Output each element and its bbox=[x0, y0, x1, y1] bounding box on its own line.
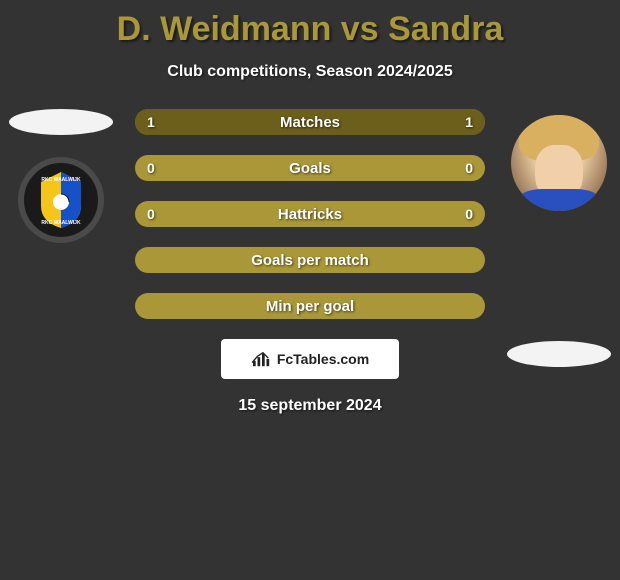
stat-bar: 1 1 Matches bbox=[135, 109, 485, 135]
stat-bars: 1 1 Matches 0 0 Goals 0 0 Hattricks Goals per mat… bbox=[135, 109, 485, 319]
stat-bar: 0 0 Hattricks bbox=[135, 201, 485, 227]
left-column: RKC WAALWIJK RKC WAALWIJK bbox=[6, 109, 116, 243]
svg-text:RKC WAALWIJK: RKC WAALWIJK bbox=[41, 220, 81, 226]
stat-value-left: 0 bbox=[147, 160, 155, 176]
player-name-oval-left bbox=[9, 109, 113, 135]
club-badge-left: RKC WAALWIJK RKC WAALWIJK bbox=[18, 157, 104, 243]
stat-value-right: 0 bbox=[465, 206, 473, 222]
stat-bar: Min per goal bbox=[135, 293, 485, 319]
subtitle: Club competitions, Season 2024/2025 bbox=[0, 63, 620, 81]
stat-bar: 0 0 Goals bbox=[135, 155, 485, 181]
stat-label: Hattricks bbox=[278, 206, 342, 223]
stat-value-left: 1 bbox=[147, 114, 155, 130]
stat-label: Goals bbox=[289, 160, 331, 177]
bar-chart-icon bbox=[251, 350, 273, 368]
branding-text: FcTables.com bbox=[277, 351, 369, 367]
stat-label: Goals per match bbox=[251, 252, 369, 269]
player-name-oval-right bbox=[507, 341, 611, 367]
comparison-panel: RKC WAALWIJK RKC WAALWIJK 1 1 Matches 0 0 Goa… bbox=[0, 109, 620, 319]
stat-value-right: 1 bbox=[465, 114, 473, 130]
stat-label: Min per goal bbox=[266, 298, 354, 315]
stat-bar: Goals per match bbox=[135, 247, 485, 273]
rkc-waalwijk-icon: RKC WAALWIJK RKC WAALWIJK bbox=[27, 166, 95, 234]
right-column bbox=[504, 109, 614, 367]
svg-text:RKC WAALWIJK: RKC WAALWIJK bbox=[41, 177, 81, 183]
branding-badge: FcTables.com bbox=[221, 339, 399, 379]
stat-value-right: 0 bbox=[465, 160, 473, 176]
page-title: D. Weidmann vs Sandra bbox=[0, 0, 620, 49]
stat-value-left: 0 bbox=[147, 206, 155, 222]
player-photo-right bbox=[511, 115, 607, 211]
update-date: 15 september 2024 bbox=[0, 397, 620, 415]
stat-label: Matches bbox=[280, 114, 340, 131]
